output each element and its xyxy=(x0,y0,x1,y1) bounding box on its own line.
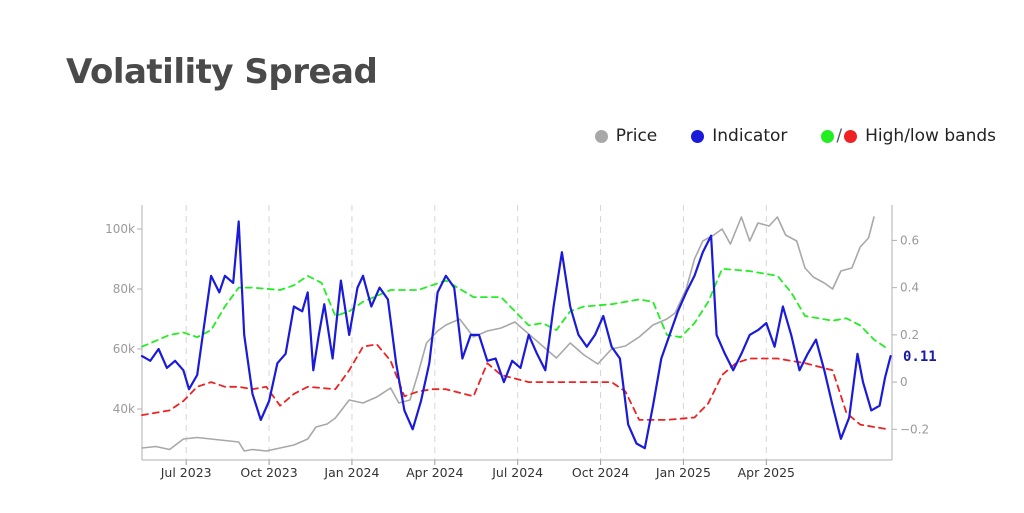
y-right-tick-label: 0.2 xyxy=(900,328,919,342)
x-tick-label: Jan 2024 xyxy=(323,465,379,480)
legend-label-price: Price xyxy=(615,126,658,146)
legend-dot-high-band xyxy=(821,129,835,143)
x-tick-label: Oct 2024 xyxy=(572,465,629,480)
x-tick-label: Jul 2024 xyxy=(491,465,543,480)
x-tick-label: Jan 2025 xyxy=(655,465,711,480)
legend-dot-price xyxy=(594,129,608,143)
y-right-tick-label: −0.2 xyxy=(900,422,929,436)
x-tick-label: Oct 2023 xyxy=(240,465,297,480)
y-right-tick-label: 0.4 xyxy=(900,281,919,295)
legend-item-price[interactable]: Price xyxy=(594,126,658,146)
y-left-tick-label: 100k xyxy=(105,222,135,236)
indicator-last-value-label: 0.11 xyxy=(903,349,937,365)
legend-label-bands: High/low bands xyxy=(865,126,996,146)
price-line xyxy=(141,216,875,452)
x-tick-label: Apr 2024 xyxy=(406,465,463,480)
legend-slash: / xyxy=(836,126,843,146)
low-band-line xyxy=(141,343,889,431)
y-right-tick-label: 0 xyxy=(900,375,908,389)
legend-dot-indicator xyxy=(691,129,705,143)
x-tick-label: Jul 2023 xyxy=(160,465,212,480)
y-left-tick-label: 40k xyxy=(113,402,135,416)
legend-item-bands[interactable]: / High/low bands xyxy=(821,126,996,146)
y-left-tick-label: 80k xyxy=(113,282,135,296)
legend-dot-low-band xyxy=(844,129,858,143)
legend-label-indicator: Indicator xyxy=(712,126,788,146)
indicator-line xyxy=(140,220,892,450)
x-tick-label: Apr 2025 xyxy=(738,465,795,480)
high-band-line xyxy=(141,267,889,350)
chart-title: Volatility Spread xyxy=(66,52,378,92)
y-right-tick-label: 0.6 xyxy=(900,233,919,247)
legend-item-indicator[interactable]: Indicator xyxy=(691,126,787,146)
y-left-tick-label: 60k xyxy=(113,342,135,356)
legend: Price Indicator / High/low bands xyxy=(561,126,996,146)
